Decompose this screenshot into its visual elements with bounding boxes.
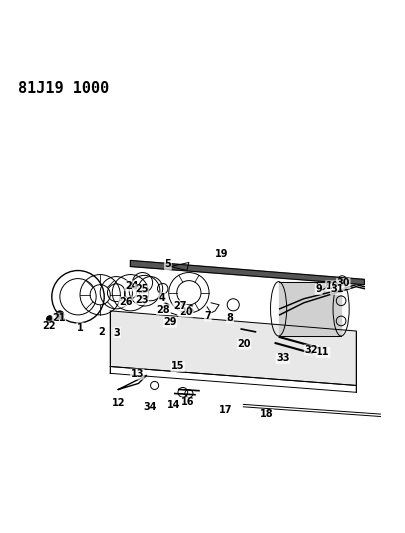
Text: 12: 12 bbox=[112, 398, 126, 408]
Text: 14: 14 bbox=[166, 400, 180, 410]
Text: 15: 15 bbox=[171, 361, 184, 372]
Text: 16: 16 bbox=[181, 398, 194, 407]
Text: 24: 24 bbox=[125, 281, 138, 291]
Text: 9: 9 bbox=[315, 285, 321, 295]
Circle shape bbox=[55, 311, 64, 319]
Text: 30: 30 bbox=[336, 278, 349, 288]
Text: 4: 4 bbox=[158, 293, 165, 303]
Text: 3: 3 bbox=[113, 328, 120, 337]
Text: 20: 20 bbox=[237, 339, 250, 349]
Polygon shape bbox=[110, 311, 355, 385]
Text: 29: 29 bbox=[163, 317, 176, 327]
Text: 10: 10 bbox=[325, 281, 338, 291]
Text: 7: 7 bbox=[204, 311, 211, 321]
Text: 27: 27 bbox=[173, 301, 186, 311]
Text: 1: 1 bbox=[77, 323, 83, 333]
Text: 23: 23 bbox=[134, 295, 148, 304]
Circle shape bbox=[47, 316, 53, 322]
Text: 31: 31 bbox=[330, 285, 343, 295]
Text: 5: 5 bbox=[164, 260, 171, 270]
Text: 34: 34 bbox=[143, 402, 156, 412]
Text: 22: 22 bbox=[42, 321, 55, 331]
Text: 81J19 1000: 81J19 1000 bbox=[17, 81, 109, 96]
Text: 11: 11 bbox=[315, 348, 329, 358]
Text: 17: 17 bbox=[219, 405, 232, 415]
Text: 8: 8 bbox=[226, 313, 233, 322]
Polygon shape bbox=[130, 261, 363, 285]
Text: 18: 18 bbox=[259, 409, 273, 419]
Text: 21: 21 bbox=[52, 313, 66, 323]
Text: 28: 28 bbox=[156, 305, 170, 314]
Text: 33: 33 bbox=[275, 353, 289, 364]
Text: 6: 6 bbox=[186, 305, 193, 316]
Text: 26: 26 bbox=[119, 297, 132, 307]
Text: 25: 25 bbox=[134, 285, 148, 295]
Text: 32: 32 bbox=[304, 345, 317, 355]
Text: 19: 19 bbox=[215, 248, 228, 259]
Text: 20: 20 bbox=[179, 307, 192, 317]
Text: 2: 2 bbox=[98, 327, 104, 337]
Text: 13: 13 bbox=[130, 369, 144, 379]
Polygon shape bbox=[278, 281, 340, 336]
